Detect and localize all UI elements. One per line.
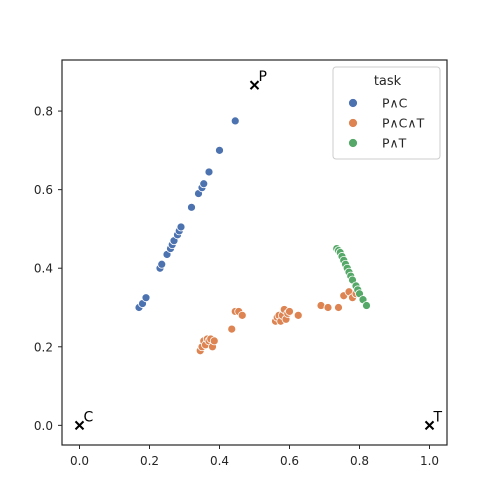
y-tick-label: 0.0 xyxy=(34,419,53,433)
legend-marker xyxy=(348,138,358,148)
anchor-label: P xyxy=(259,69,267,85)
legend-label: P∧C∧T xyxy=(382,116,425,131)
series-3 xyxy=(332,244,371,310)
data-point xyxy=(209,336,219,346)
series-2 xyxy=(195,287,361,356)
data-point xyxy=(230,116,240,126)
data-point xyxy=(141,293,151,303)
triangle-anchors: P C T xyxy=(74,69,443,431)
axis-ticks: 0.0 0.2 0.4 0.6 0.8 1.0 0.0 0.2 0.4 0.6 0.8 xyxy=(34,105,439,468)
data-point xyxy=(204,167,214,177)
x-tick-label: 0.2 xyxy=(140,454,159,468)
x-tick-label: 0.6 xyxy=(280,454,299,468)
x-marker-icon xyxy=(74,420,85,431)
anchor-c: C xyxy=(74,409,94,431)
anchor-label: C xyxy=(84,409,94,425)
legend-marker xyxy=(348,118,358,128)
x-tick-label: 0.0 xyxy=(70,454,89,468)
data-point xyxy=(157,259,167,269)
legend-item: P∧C∧T xyxy=(348,116,425,131)
legend-label: P∧C xyxy=(382,96,408,111)
data-point xyxy=(237,310,247,320)
x-tick-label: 1.0 xyxy=(420,454,439,468)
x-tick-label: 0.8 xyxy=(350,454,369,468)
legend: task P∧C P∧C∧T P∧T xyxy=(332,66,441,160)
data-point xyxy=(187,202,196,212)
plot-frame xyxy=(61,59,448,446)
anchor-p: P xyxy=(249,69,267,90)
data-point xyxy=(285,307,294,316)
data-point xyxy=(176,222,186,232)
data-point xyxy=(215,145,224,155)
x-marker-icon xyxy=(249,80,260,90)
legend-item: P∧C xyxy=(348,96,408,111)
data-point xyxy=(293,310,303,320)
data-point xyxy=(334,303,343,312)
anchor-label: T xyxy=(433,409,443,425)
series-1 xyxy=(134,116,240,312)
data-point xyxy=(227,324,237,334)
y-tick-label: 0.2 xyxy=(34,340,53,354)
legend-label: P∧T xyxy=(382,136,407,151)
y-tick-label: 0.6 xyxy=(34,183,53,197)
legend-box xyxy=(332,66,441,160)
data-points xyxy=(134,116,371,356)
y-tick-label: 0.4 xyxy=(34,262,53,276)
legend-title: task xyxy=(374,74,402,89)
legend-item: P∧T xyxy=(348,136,407,151)
data-point xyxy=(362,301,371,310)
x-marker-icon xyxy=(424,420,435,431)
data-point xyxy=(323,303,333,312)
x-tick-label: 0.4 xyxy=(210,454,229,468)
anchor-t: T xyxy=(424,409,443,431)
y-tick-label: 0.8 xyxy=(34,105,53,119)
legend-marker xyxy=(348,98,358,108)
data-point xyxy=(199,179,209,189)
